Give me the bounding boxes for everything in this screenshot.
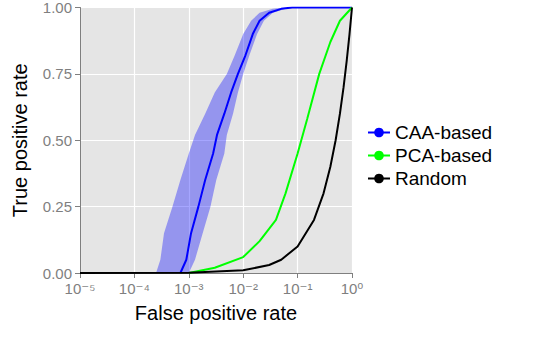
svg-text:0.75: 0.75 bbox=[43, 65, 72, 82]
svg-text:True positive rate: True positive rate bbox=[9, 63, 31, 217]
svg-text:10⁰: 10⁰ bbox=[341, 280, 364, 297]
svg-text:10⁻⁵: 10⁻⁵ bbox=[65, 280, 96, 297]
svg-text:PCA-based: PCA-based bbox=[395, 145, 492, 166]
svg-text:Random: Random bbox=[395, 168, 467, 189]
svg-text:10⁻²: 10⁻² bbox=[228, 280, 258, 297]
svg-text:False positive rate: False positive rate bbox=[135, 302, 297, 324]
svg-text:0.25: 0.25 bbox=[43, 198, 72, 215]
svg-text:1.00: 1.00 bbox=[43, 0, 72, 16]
svg-text:0.50: 0.50 bbox=[43, 132, 72, 149]
svg-text:10⁻³: 10⁻³ bbox=[174, 280, 204, 297]
svg-text:10⁻¹: 10⁻¹ bbox=[283, 280, 313, 297]
svg-text:CAA-based: CAA-based bbox=[395, 122, 492, 143]
svg-text:10⁻⁴: 10⁻⁴ bbox=[119, 280, 150, 297]
svg-text:0.00: 0.00 bbox=[43, 265, 72, 282]
